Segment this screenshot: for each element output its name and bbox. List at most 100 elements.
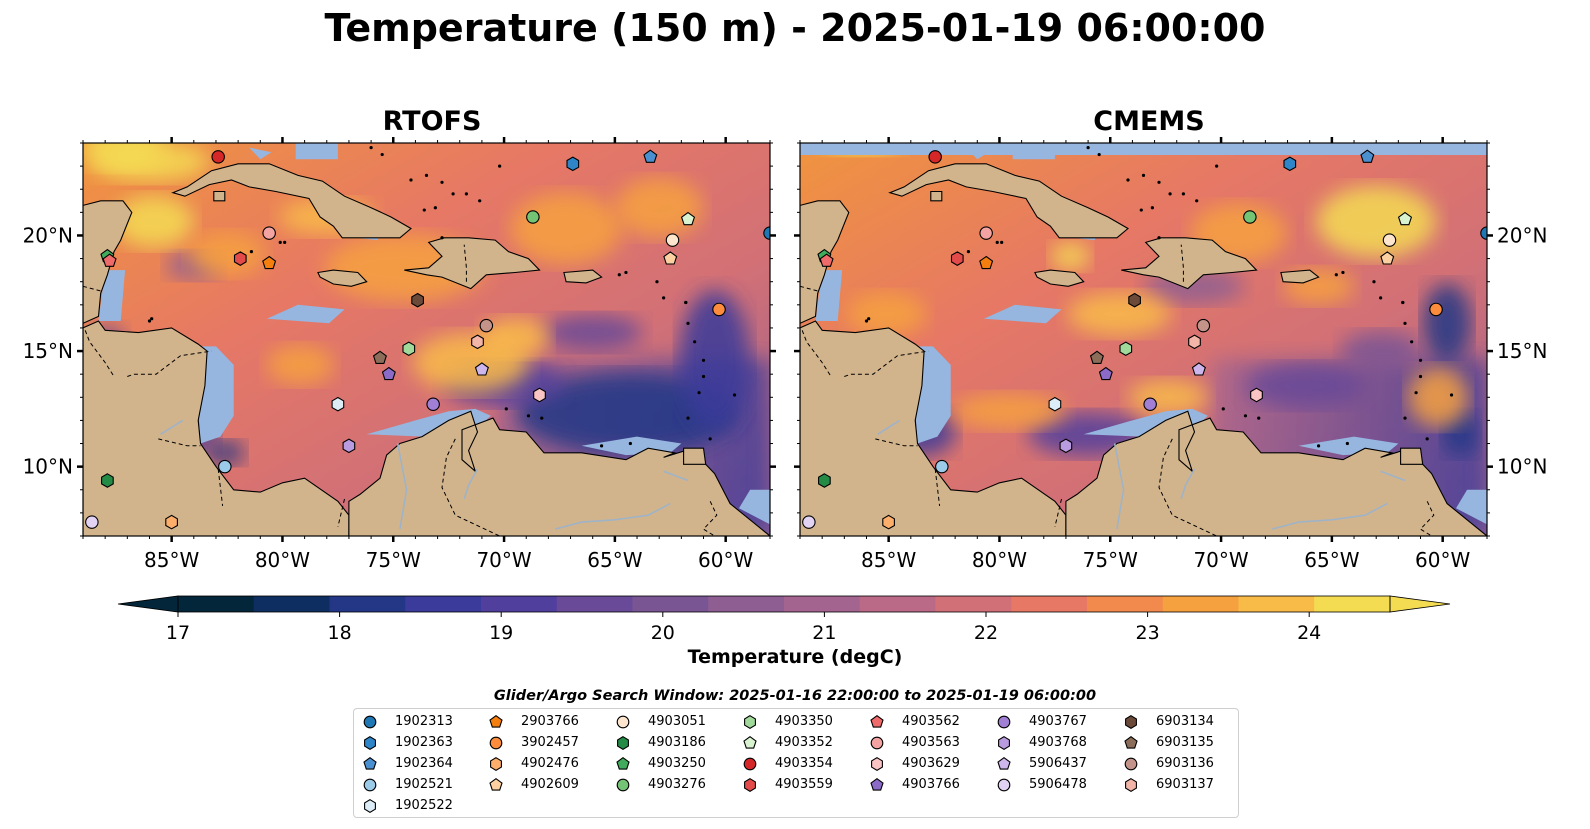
float-marker-4902609: [663, 251, 678, 265]
legend-label: 4903767: [1029, 714, 1087, 729]
small-island: [369, 146, 373, 150]
country-border: [1158, 438, 1270, 536]
river: [1180, 468, 1196, 500]
float-marker-3902457: [1429, 302, 1443, 317]
small-island: [1150, 206, 1154, 210]
colorbar-segment: [708, 596, 785, 612]
legend-label: 4903051: [648, 714, 706, 729]
colorbar-segment: [178, 596, 255, 612]
legend-marker-shape: [870, 778, 884, 791]
float-marker-3902457: [712, 302, 726, 317]
float-marker-1902363: [1283, 156, 1297, 172]
legend-marker-circle: [489, 736, 503, 750]
colorbar-tick-label: 21: [812, 622, 836, 644]
float-marker-4903562: [819, 253, 834, 267]
land-cuba: [171, 163, 412, 239]
float-marker-4903276: [1243, 210, 1257, 224]
land-jamaica: [1034, 269, 1085, 287]
legend-marker-hexagon: [617, 736, 629, 750]
float-marker-4903354: [211, 150, 225, 164]
float-marker-6903137: [1188, 334, 1201, 350]
colorbar-segment: [784, 596, 861, 612]
small-island: [1418, 358, 1423, 362]
legend-marker-pentagon: [870, 715, 884, 728]
float-marker-6903134: [1128, 292, 1141, 308]
legend-marker-circle: [616, 778, 630, 792]
small-island: [1126, 178, 1130, 182]
legend-marker-pentagon: [616, 757, 630, 770]
legend-label: 5906478: [1029, 777, 1087, 792]
legend-label: 4903629: [902, 756, 960, 771]
lon-tick-label: 65°W: [1304, 548, 1359, 572]
legend-marker-shape: [363, 757, 377, 770]
float-marker-1902522: [1048, 396, 1062, 412]
float-marker-4903629: [533, 387, 546, 403]
float-marker-4903186: [101, 473, 114, 488]
legend-marker-shape: [870, 736, 884, 750]
temperature-anomaly-blob: [679, 290, 750, 431]
small-island: [380, 152, 384, 157]
float-marker-4903352: [680, 211, 696, 226]
float-marker-5906437: [1191, 362, 1206, 376]
legend-marker-pentagon: [997, 757, 1011, 770]
lon-tick-label: 70°W: [1193, 548, 1248, 572]
legend-marker-circle: [997, 778, 1011, 792]
lon-tick-label: 80°W: [255, 548, 310, 572]
float-marker-4903767: [426, 397, 440, 411]
small-island: [995, 240, 999, 245]
legend: 1902313 1902363 1902364 1902521 1902522 29037…: [353, 708, 1239, 818]
small-island: [966, 250, 971, 254]
river: [554, 502, 671, 530]
legend-label: 5906437: [1029, 756, 1087, 771]
colorbar-segment: [253, 596, 330, 612]
float-marker-4903629: [1250, 387, 1263, 403]
shallow-shelf: [295, 143, 338, 160]
temperature-anomaly-blob: [1067, 292, 1172, 337]
colorbar-tick-label: 18: [328, 622, 352, 644]
legend-label: 1902521: [395, 777, 453, 792]
country-border: [875, 438, 918, 447]
small-island: [686, 321, 690, 325]
float-marker-4903350: [402, 341, 416, 357]
small-island: [1221, 407, 1225, 411]
float-marker-6903136: [1196, 318, 1211, 333]
river: [663, 470, 689, 482]
shallow-shelf: [983, 304, 1062, 324]
small-island: [409, 178, 413, 182]
small-island: [624, 270, 628, 275]
legend-marker-shape: [1125, 778, 1137, 792]
river: [463, 468, 479, 500]
small-island: [1316, 444, 1321, 448]
legend-marker-hexagon: [871, 757, 883, 771]
country-border: [1419, 501, 1435, 536]
temperature-anomaly-blob: [510, 192, 623, 265]
small-island: [1341, 270, 1345, 275]
float-marker-4903768: [342, 438, 356, 454]
lon-tick-label: 80°W: [972, 548, 1027, 572]
small-island: [1414, 391, 1418, 395]
small-island: [1425, 437, 1429, 441]
legend-marker-shape: [1124, 736, 1138, 749]
legend-marker-shape: [364, 736, 376, 750]
small-island: [693, 340, 697, 344]
country-border: [158, 438, 201, 447]
legend-marker-shape: [489, 778, 503, 791]
small-island: [1097, 152, 1101, 157]
small-island: [1000, 240, 1004, 245]
land-jamaica: [317, 269, 368, 287]
legend-label: 2903766: [521, 714, 579, 729]
float-marker-2903766: [979, 255, 994, 270]
map-panel-rtofs: 85°W 80°W 75°W 70°W 65°W 60°W 10°N 15°N 20°N: [23, 137, 776, 572]
small-island: [732, 393, 737, 397]
colorbar-segment: [329, 596, 406, 612]
legend-label: 3902457: [521, 735, 579, 750]
colorbar-segment: [1314, 596, 1391, 612]
shallow-shelf: [98, 270, 126, 321]
country-border: [463, 244, 467, 282]
river: [160, 419, 184, 435]
colorbar-tick-label: 20: [651, 622, 675, 644]
legend-marker-shape: [489, 715, 503, 728]
country-border: [127, 350, 212, 377]
float-marker-4903051: [1382, 233, 1397, 247]
colorbar-segment: [1087, 596, 1164, 612]
